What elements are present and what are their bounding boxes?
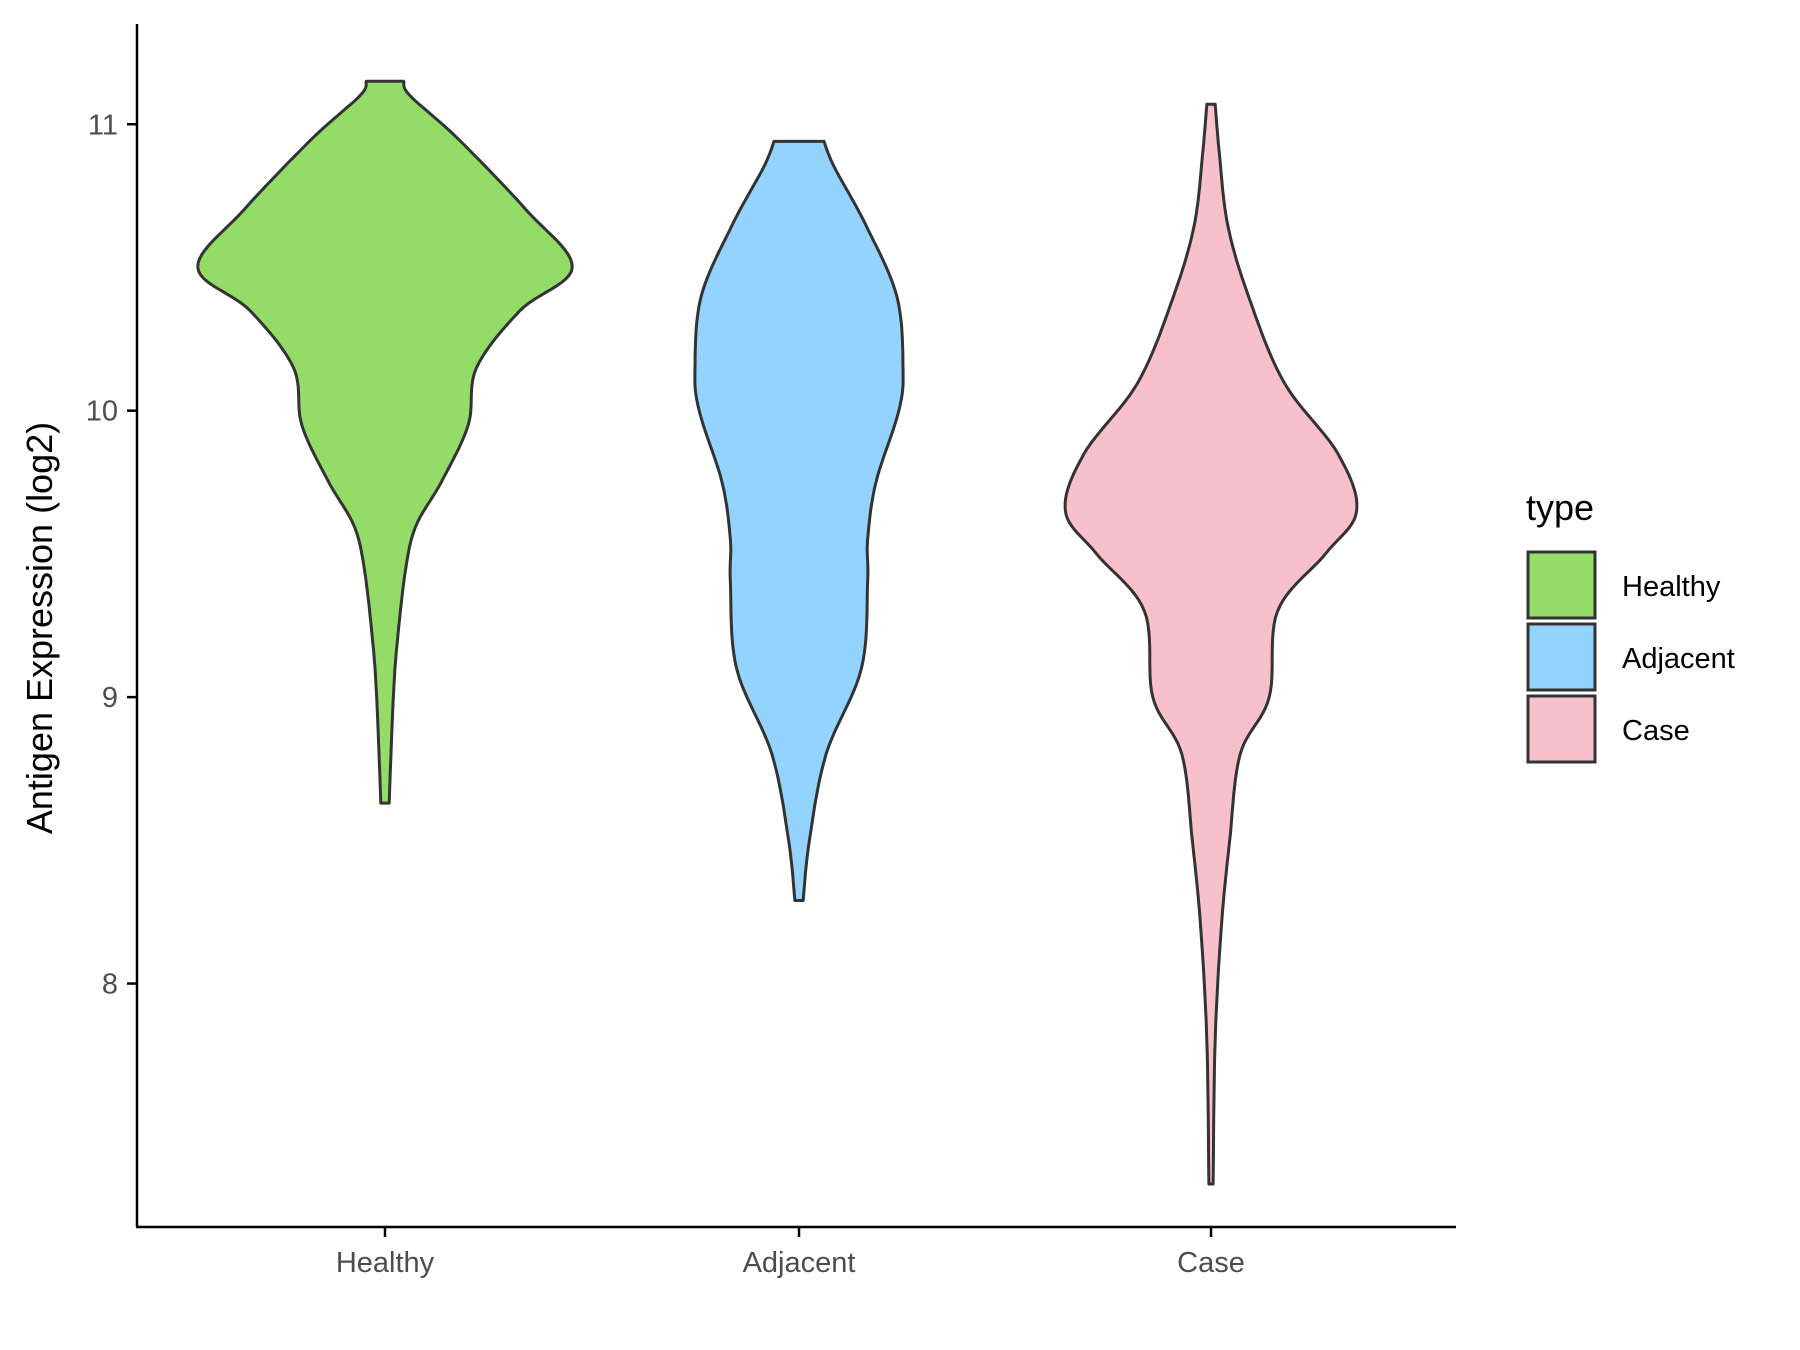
y-axis-ticks: 8 9 10 11 — [86, 109, 137, 1001]
y-axis-title: Antigen Expression (log2) — [19, 422, 60, 834]
violin-healthy — [196, 79, 574, 805]
legend-swatch-adjacent — [1526, 622, 1597, 692]
legend-swatch-case — [1526, 694, 1597, 764]
x-tick-label: Case — [1177, 1247, 1245, 1279]
violin-adjacent — [693, 139, 905, 902]
y-tick-label: 10 — [86, 396, 118, 428]
violin-layer — [196, 79, 1359, 1186]
legend-title: type — [1526, 487, 1594, 528]
x-tick-label: Adjacent — [743, 1247, 856, 1279]
x-axis-ticks: Healthy Adjacent Case — [336, 1227, 1245, 1279]
legend-swatch-healthy — [1526, 550, 1597, 620]
violin-case — [1063, 102, 1359, 1186]
legend: type Healthy Adjacent Case — [1526, 487, 1735, 764]
y-tick-label: 8 — [102, 969, 118, 1001]
y-tick-label: 9 — [102, 682, 118, 714]
legend-label-healthy: Healthy — [1622, 571, 1721, 603]
legend-label-case: Case — [1622, 715, 1690, 747]
y-tick-label: 11 — [88, 109, 118, 141]
legend-label-adjacent: Adjacent — [1622, 643, 1735, 675]
x-tick-label: Healthy — [336, 1247, 435, 1279]
